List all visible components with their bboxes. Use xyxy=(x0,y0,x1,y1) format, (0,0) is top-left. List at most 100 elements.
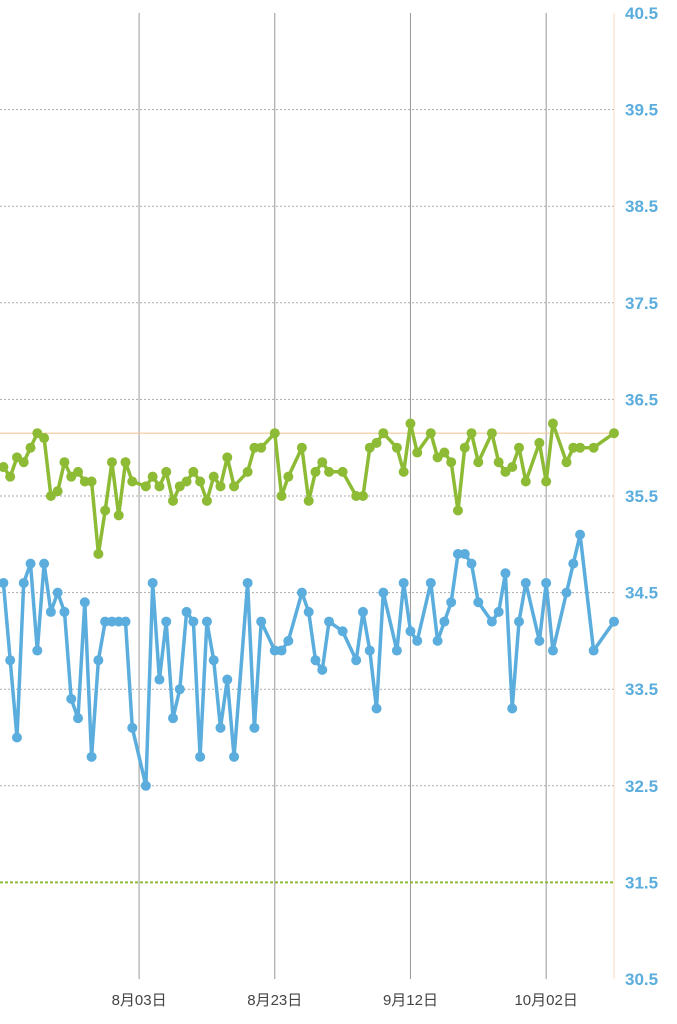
data-point-blue xyxy=(609,616,619,627)
data-point-blue xyxy=(534,635,545,646)
data-point-green xyxy=(168,495,179,506)
y-tick-label: 33.5 xyxy=(625,680,658,699)
data-point-green xyxy=(269,428,280,439)
data-point-blue xyxy=(18,577,29,588)
series-line-green xyxy=(1,421,616,556)
data-point-blue xyxy=(303,606,314,617)
data-point-blue xyxy=(215,722,226,733)
data-point-blue xyxy=(32,645,43,656)
data-point-blue xyxy=(357,606,368,617)
data-point-blue xyxy=(520,577,531,588)
y-tick-label: 30.5 xyxy=(625,970,658,989)
data-point-green xyxy=(59,457,70,468)
reference-lines xyxy=(0,432,614,884)
data-point-blue xyxy=(256,616,267,627)
data-point-green xyxy=(93,548,104,559)
data-point-green xyxy=(317,457,328,468)
data-point-blue xyxy=(127,722,138,733)
data-point-green xyxy=(100,505,111,516)
y-tick-label: 37.5 xyxy=(625,294,658,313)
data-point-green xyxy=(208,471,219,482)
data-point-green xyxy=(547,418,558,429)
data-point-green xyxy=(378,428,389,439)
data-point-blue xyxy=(337,626,348,637)
data-point-blue xyxy=(181,606,192,617)
data-point-green xyxy=(466,428,477,439)
data-point-blue xyxy=(195,751,206,762)
x-tick-label: 8月03日 xyxy=(112,992,167,1009)
y-tick-label: 31.5 xyxy=(625,873,658,892)
data-point-green xyxy=(452,505,463,516)
data-point-green xyxy=(195,476,206,487)
data-point-green xyxy=(357,491,368,501)
data-point-green xyxy=(229,481,240,492)
data-point-blue xyxy=(161,616,172,627)
data-point-green xyxy=(276,491,287,501)
data-point-green xyxy=(412,447,423,458)
data-point-blue xyxy=(188,616,199,627)
data-point-blue xyxy=(547,645,558,656)
data-point-blue xyxy=(154,674,165,685)
data-point-green xyxy=(493,457,504,468)
data-point-green xyxy=(296,442,307,453)
data-point-green xyxy=(575,442,586,453)
data-point-green xyxy=(86,476,97,487)
data-point-green xyxy=(140,481,151,492)
data-point-green xyxy=(147,471,158,482)
data-point-blue xyxy=(5,655,16,666)
data-point-green xyxy=(541,476,552,487)
data-point-blue xyxy=(283,635,294,646)
data-point-green xyxy=(561,457,572,468)
data-point-blue xyxy=(425,577,436,588)
series-layer xyxy=(0,418,619,791)
data-point-blue xyxy=(459,548,470,559)
data-point-blue xyxy=(93,655,104,666)
data-point-blue xyxy=(466,558,477,569)
data-point-green xyxy=(310,466,321,477)
data-point-blue xyxy=(147,577,158,588)
data-point-green xyxy=(398,466,409,477)
data-point-green xyxy=(588,442,599,453)
y-tick-label: 40.5 xyxy=(625,4,658,23)
data-point-blue xyxy=(222,674,233,685)
data-point-blue xyxy=(446,597,457,608)
data-point-blue xyxy=(541,577,552,588)
data-point-blue xyxy=(432,635,443,646)
data-point-blue xyxy=(575,529,586,540)
data-point-green xyxy=(486,428,497,439)
data-point-blue xyxy=(140,780,151,791)
data-point-blue xyxy=(391,645,402,656)
data-point-blue xyxy=(439,616,450,627)
data-point-blue xyxy=(242,577,253,588)
data-point-blue xyxy=(52,587,63,598)
data-point-green xyxy=(5,471,16,482)
data-point-green xyxy=(242,466,253,477)
data-point-blue xyxy=(296,587,307,598)
data-point-green xyxy=(0,462,9,473)
data-point-blue xyxy=(398,577,409,588)
data-point-blue xyxy=(276,645,287,656)
data-point-green xyxy=(52,486,63,497)
data-point-green xyxy=(106,457,117,468)
data-point-blue xyxy=(208,655,219,666)
series-blue xyxy=(0,529,619,791)
data-point-green xyxy=(188,466,199,477)
data-point-blue xyxy=(588,645,599,656)
data-point-blue xyxy=(507,703,518,714)
data-point-blue xyxy=(86,751,97,762)
data-point-blue xyxy=(11,732,22,743)
data-point-green xyxy=(283,471,294,482)
data-point-green xyxy=(25,442,36,453)
data-point-blue xyxy=(412,635,423,646)
data-point-blue xyxy=(364,645,375,656)
data-point-blue xyxy=(249,722,260,733)
data-point-green xyxy=(371,437,382,448)
series-green xyxy=(0,418,619,559)
data-point-green xyxy=(39,433,50,444)
data-point-blue xyxy=(486,616,497,627)
data-point-blue xyxy=(45,606,56,617)
y-tick-label: 32.5 xyxy=(625,777,658,796)
data-point-blue xyxy=(120,616,131,627)
data-point-blue xyxy=(561,587,572,598)
